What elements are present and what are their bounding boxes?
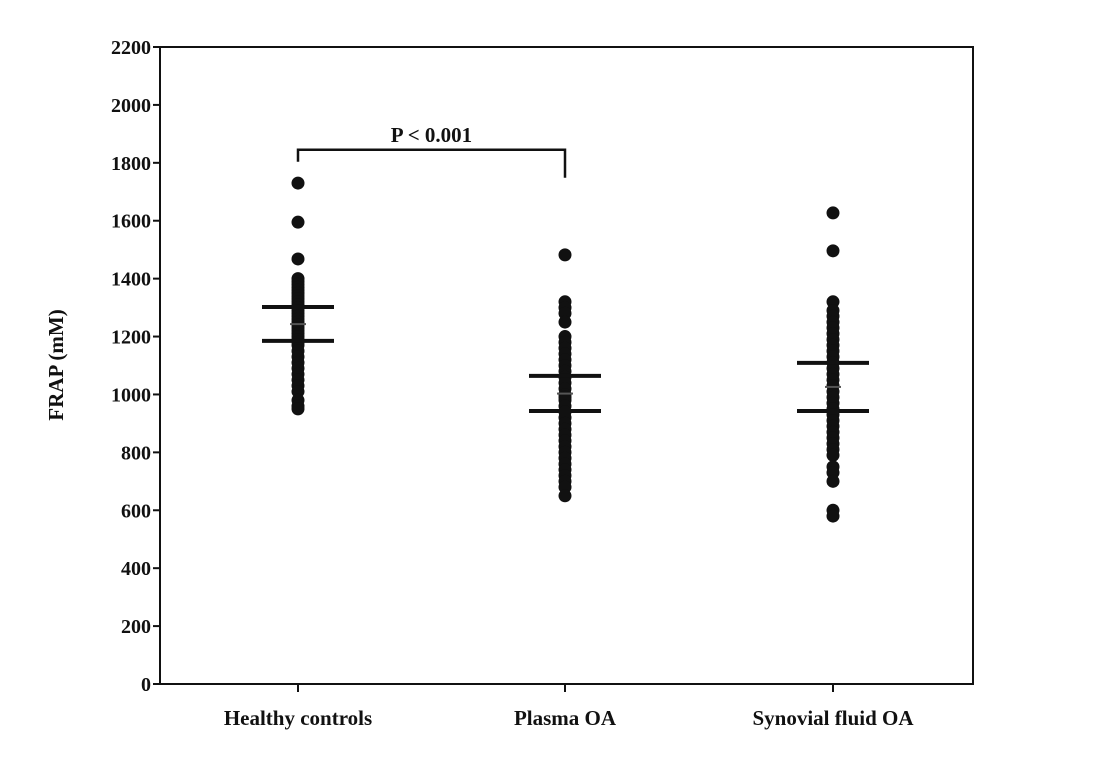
data-point [558, 248, 572, 262]
y-tick-label: 1800 [111, 153, 151, 175]
y-tick-label: 1000 [111, 384, 151, 406]
y-tick-label: 2200 [111, 37, 151, 59]
data-point [558, 489, 572, 503]
plot-frame [159, 46, 974, 685]
y-tick-label: 400 [121, 558, 151, 580]
x-tick-label: Synovial fluid OA [752, 706, 914, 730]
significance-bracket [296, 148, 567, 178]
data-point [291, 215, 305, 229]
y-tick-label: 1200 [111, 327, 151, 349]
data-point [558, 315, 572, 329]
data-point [826, 474, 840, 488]
data-point [826, 206, 840, 220]
significance-label: P < 0.001 [391, 123, 472, 147]
data-point [291, 252, 305, 266]
x-tick-label: Healthy controls [224, 706, 372, 730]
x-tick-label: Plasma OA [514, 706, 617, 730]
y-tick-label: 1600 [111, 211, 151, 233]
y-tick-label: 600 [121, 500, 151, 522]
y-axis-label: FRAP (mM) [44, 309, 68, 420]
data-point [291, 176, 305, 190]
y-tick-label: 200 [121, 616, 151, 638]
y-tick-label: 800 [121, 442, 151, 464]
data-point [826, 244, 840, 258]
y-tick-label: 0 [141, 674, 151, 696]
y-tick-label: 2000 [111, 95, 151, 117]
data-point [826, 509, 840, 523]
data-point [826, 448, 840, 462]
data-point [291, 402, 305, 416]
y-tick-label: 1400 [111, 269, 151, 291]
